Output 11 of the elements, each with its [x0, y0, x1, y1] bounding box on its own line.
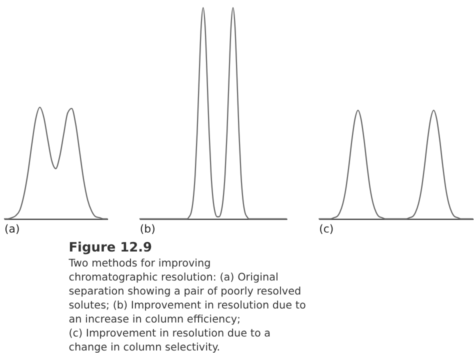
- text: change in column selectivity.: [68, 341, 220, 353]
- x-axis-title: (b): [140, 222, 156, 236]
- x-axis-title: (a): [4, 222, 20, 236]
- text: chromatographic resolution: (a) Original: [68, 272, 278, 284]
- text: Figure 12.9: [68, 240, 152, 256]
- text: Two methods for improving: [68, 258, 211, 270]
- text: solutes; (b) Improvement in resolution due to: [68, 299, 306, 312]
- text: an increase in column efficiency;: [68, 313, 241, 326]
- x-axis-title: (c): [319, 222, 334, 236]
- text: (c) Improvement in resolution due to a: [68, 327, 271, 340]
- text: separation showing a pair of poorly resolved: [68, 286, 302, 298]
